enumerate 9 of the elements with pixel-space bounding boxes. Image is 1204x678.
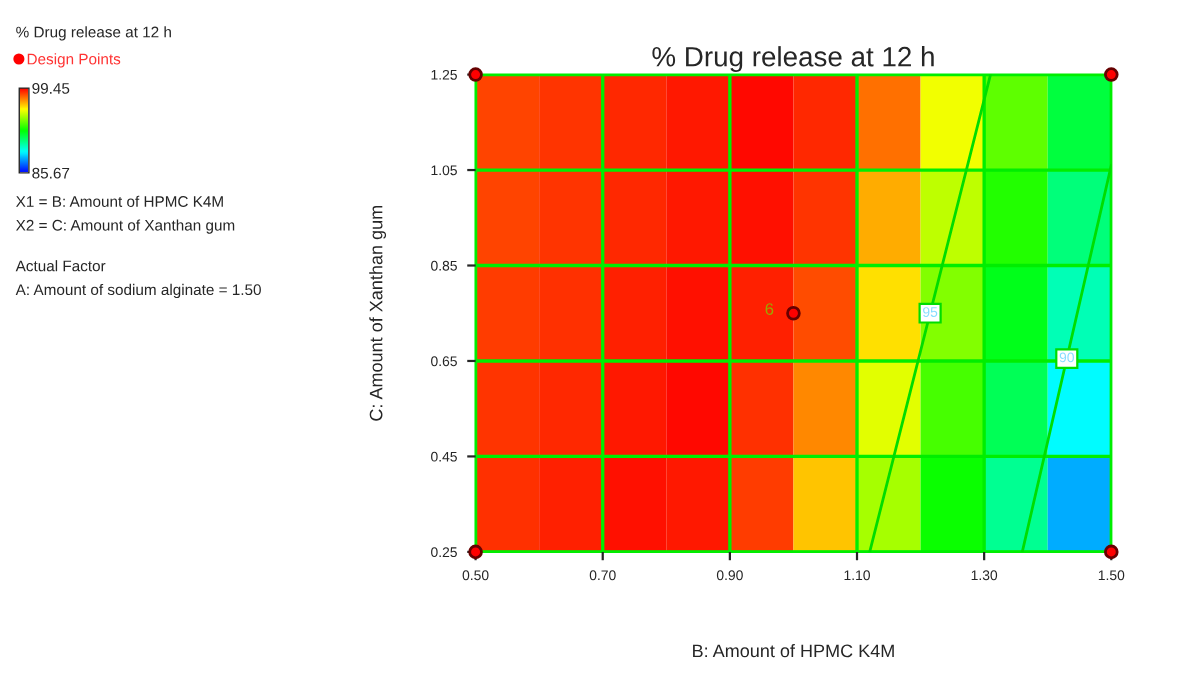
point [468, 544, 483, 560]
point [1104, 544, 1119, 560]
annotation: 6 [765, 303, 774, 315]
point [1104, 67, 1119, 82]
x-axis-title: B: Amount of HPMC K4M [693, 644, 894, 658]
chart-title: % Drug release at 12 h [652, 46, 934, 73]
y-axis-title: C: Amount of Xanthan gum [369, 206, 387, 421]
point [468, 67, 483, 82]
point [786, 305, 801, 321]
